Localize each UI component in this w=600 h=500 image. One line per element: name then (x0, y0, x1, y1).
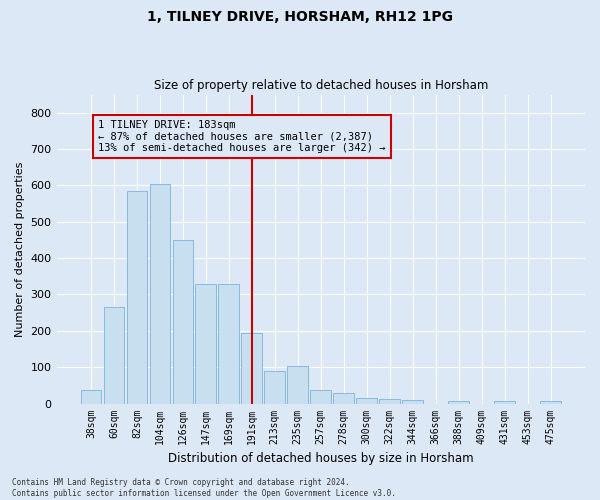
Y-axis label: Number of detached properties: Number of detached properties (15, 162, 25, 336)
Bar (310, 390, 331, 404)
Text: 1 TILNEY DRIVE: 183sqm
← 87% of detached houses are smaller (2,387)
13% of semi-: 1 TILNEY DRIVE: 183sqm ← 87% of detached… (98, 120, 385, 153)
Bar (241, 332, 262, 404)
Bar (149, 184, 170, 404)
Bar (403, 400, 423, 404)
Bar (104, 307, 124, 404)
Bar (218, 284, 239, 404)
Title: Size of property relative to detached houses in Horsham: Size of property relative to detached ho… (154, 79, 488, 92)
Bar (80, 390, 101, 404)
Bar (540, 401, 561, 404)
Bar (494, 401, 515, 404)
Bar (379, 399, 400, 404)
Bar (196, 284, 216, 404)
Bar (356, 398, 377, 404)
X-axis label: Distribution of detached houses by size in Horsham: Distribution of detached houses by size … (168, 452, 473, 465)
Text: 1, TILNEY DRIVE, HORSHAM, RH12 1PG: 1, TILNEY DRIVE, HORSHAM, RH12 1PG (147, 10, 453, 24)
Text: Contains HM Land Registry data © Crown copyright and database right 2024.
Contai: Contains HM Land Registry data © Crown c… (12, 478, 396, 498)
Bar (127, 191, 147, 404)
Bar (334, 392, 354, 404)
Bar (448, 401, 469, 404)
Bar (265, 371, 285, 404)
Bar (287, 366, 308, 404)
Bar (173, 240, 193, 404)
